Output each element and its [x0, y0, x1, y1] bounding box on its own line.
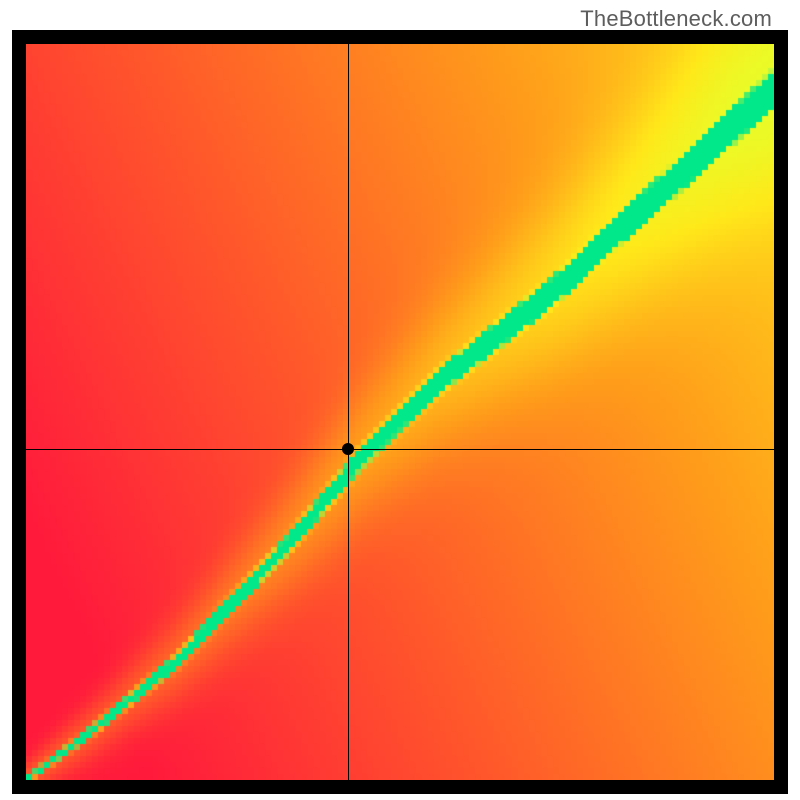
watermark-text: TheBottleneck.com — [580, 6, 772, 32]
heatmap-canvas — [26, 44, 774, 780]
chart-border — [12, 30, 788, 794]
chart-plot-area — [26, 44, 774, 780]
crosshair-horizontal — [26, 449, 774, 450]
crosshair-vertical — [348, 44, 349, 780]
marker-point — [342, 443, 354, 455]
